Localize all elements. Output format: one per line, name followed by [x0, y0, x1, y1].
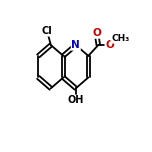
- Text: O: O: [105, 40, 114, 50]
- Text: CH₃: CH₃: [111, 34, 129, 43]
- Text: OH: OH: [68, 95, 84, 105]
- Text: N: N: [71, 40, 80, 50]
- Text: Cl: Cl: [42, 26, 52, 36]
- Text: O: O: [92, 28, 101, 38]
